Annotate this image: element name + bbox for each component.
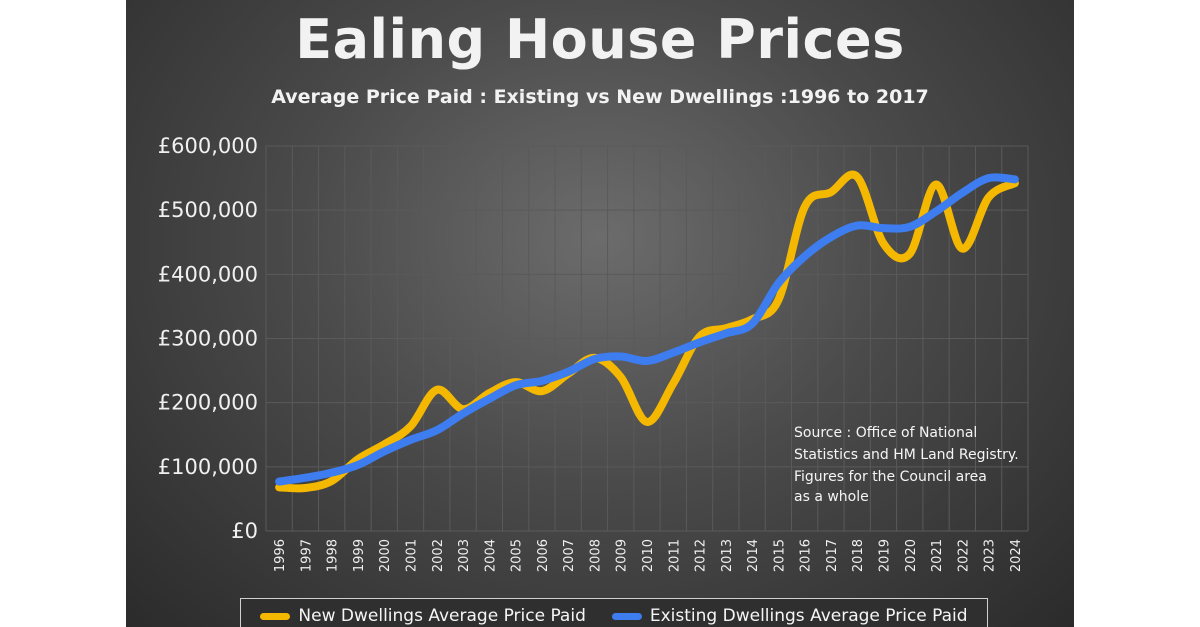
x-tick-label: 2014 — [746, 539, 761, 572]
x-tick-label: 2004 — [483, 539, 498, 572]
legend-swatch-new-dwellings — [260, 612, 291, 620]
y-tick-label: £200,000 — [158, 391, 258, 415]
x-tick-label: 2015 — [772, 539, 787, 572]
y-tick-label: £600,000 — [158, 134, 258, 158]
source-note: Source : Office of National Statistics a… — [794, 425, 1019, 505]
y-axis-ticks: £0 £100,000 £200,000 £300,000 £400,000 £500,0… — [158, 134, 258, 543]
x-tick-label: 2000 — [378, 539, 393, 572]
legend-label-new-dwellings: New Dwellings Average Price Paid — [298, 606, 586, 626]
x-tick-label: 2024 — [1009, 539, 1024, 572]
x-tick-label: 2018 — [851, 539, 866, 572]
x-tick-label: 2021 — [930, 539, 945, 572]
y-tick-label: £300,000 — [158, 327, 258, 351]
chart-subtitle: Average Price Paid : Existing vs New Dwe… — [271, 86, 929, 108]
x-tick-label: 2022 — [956, 539, 971, 572]
x-tick-label: 2020 — [904, 539, 919, 572]
x-tick-label: 2005 — [510, 539, 525, 572]
line-chart: £0 £100,000 £200,000 £300,000 £400,000 £500,0… — [158, 134, 1029, 572]
y-tick-label: £100,000 — [158, 455, 258, 479]
x-tick-label: 1997 — [299, 539, 314, 572]
legend-item-new-dwellings: New Dwellings Average Price Paid — [260, 606, 586, 626]
x-tick-label: 2019 — [877, 539, 892, 572]
source-note-line-2: Statistics and HM Land Registry. — [794, 447, 1019, 463]
x-tick-label: 2011 — [667, 539, 682, 572]
x-tick-label: 2002 — [431, 539, 446, 572]
x-tick-label: 1999 — [352, 539, 367, 572]
x-tick-label: 2008 — [588, 539, 603, 572]
x-tick-label: 2023 — [983, 539, 998, 572]
source-note-line-4: as a whole — [794, 489, 869, 505]
chart-legend: New Dwellings Average Price Paid Existin… — [240, 598, 988, 627]
x-tick-label: 2009 — [615, 539, 630, 572]
source-note-line-1: Source : Office of National — [794, 425, 977, 441]
series-line-new-dwellings — [275, 170, 1019, 493]
legend-item-existing-dwellings: Existing Dwellings Average Price Paid — [611, 606, 968, 626]
y-tick-label: £400,000 — [158, 262, 258, 286]
y-tick-label: £500,000 — [158, 198, 258, 222]
legend-label-existing-dwellings: Existing Dwellings Average Price Paid — [649, 606, 968, 626]
x-tick-label: 2010 — [641, 539, 656, 572]
series-lines — [275, 170, 1019, 493]
x-tick-label: 2016 — [799, 539, 814, 572]
gridlines — [265, 145, 1029, 532]
x-tick-label: 2007 — [562, 539, 577, 572]
x-tick-label: 2017 — [825, 539, 840, 572]
chart-panel: Ealing House Prices Average Price Paid :… — [126, 0, 1074, 627]
legend-swatch-existing-dwellings — [611, 612, 642, 620]
x-tick-label: 2001 — [405, 539, 420, 572]
x-tick-label: 1998 — [326, 539, 341, 572]
x-axis-ticks: 1996 1997 1998 1999 2000 2001 2002 2003 2004 2005… — [273, 539, 1024, 572]
x-tick-label: 1996 — [273, 539, 288, 572]
x-tick-label: 2012 — [694, 539, 709, 572]
x-tick-label: 2006 — [536, 539, 551, 572]
source-note-line-3: Figures for the Council area — [794, 469, 987, 485]
chart-title: Ealing House Prices — [295, 8, 905, 71]
y-tick-label: £0 — [231, 519, 258, 543]
x-tick-label: 2003 — [457, 539, 472, 572]
x-tick-label: 2013 — [720, 539, 735, 572]
